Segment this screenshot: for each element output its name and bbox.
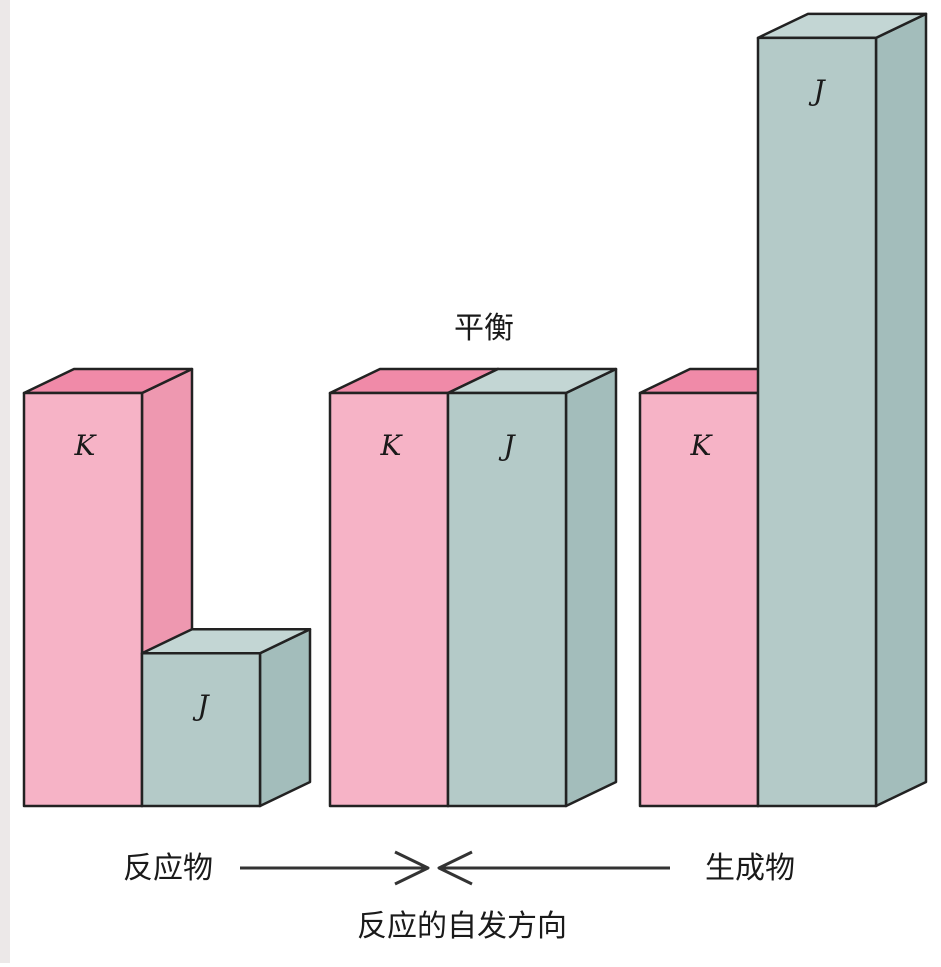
group-3-bar-j-front-face (756, 36, 878, 808)
direction-caption: 反应的自发方向 (357, 909, 567, 944)
product-label: 生成物 (705, 851, 795, 886)
group-2-bar-k-label: K (380, 429, 404, 462)
group-2-bar-j-front-face (446, 391, 568, 808)
bars-layer (22, 12, 928, 808)
group-1-bar-k-label: K (74, 429, 98, 462)
product-arrow (437, 850, 670, 886)
group-1-bar-j-front-face (140, 651, 262, 808)
group-1-bar-j-label: J (192, 689, 210, 722)
reactant-arrow (240, 850, 430, 886)
left-edge-strip (0, 0, 10, 963)
group-3-bar-j-side-face (874, 12, 928, 808)
group-2-bar-j-side-face (564, 367, 618, 808)
equilibrium-title: 平衡 (454, 311, 514, 346)
group-3-bar-j-label: J (808, 74, 826, 107)
group-3-bar-k-label: K (690, 429, 714, 462)
labels-layer: K J K J K J (74, 74, 827, 722)
group-1-bar-j-side-face (258, 627, 312, 808)
reactant-label: 反应物 (123, 851, 213, 886)
group-2-bar-j-label: J (498, 429, 516, 462)
